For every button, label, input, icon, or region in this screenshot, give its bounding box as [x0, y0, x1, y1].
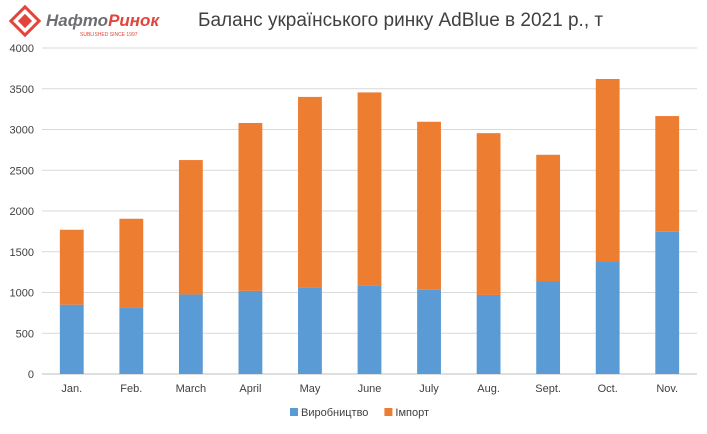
- legend-swatch-import: [384, 408, 393, 416]
- chart-title: Баланс українського ринку AdBlue в 2021 …: [198, 10, 604, 31]
- bar-import: [357, 92, 382, 286]
- y-tick-label: 2500: [10, 165, 34, 177]
- bar-import: [536, 154, 561, 282]
- bar-import: [655, 116, 680, 232]
- bar-production: [357, 285, 382, 374]
- bar-production: [238, 290, 263, 374]
- y-tick-label: 1000: [10, 288, 34, 300]
- bar-production: [655, 231, 680, 374]
- legend-swatch-production: [290, 408, 298, 416]
- bar-import: [59, 229, 84, 305]
- y-tick-label: 1500: [10, 247, 34, 259]
- svg-text:НафтоРинок: НафтоРинок: [46, 11, 160, 30]
- legend: Виробництво Імпорт: [290, 407, 429, 419]
- bar-import: [595, 78, 620, 262]
- bar-import: [298, 96, 322, 288]
- x-tick-label: Feb.: [120, 383, 142, 395]
- legend-label-production: Виробництво: [301, 407, 368, 419]
- bar-import: [476, 133, 501, 295]
- logo-text-left: Нафто: [46, 11, 108, 30]
- x-tick-label: March: [176, 383, 207, 395]
- bars: [59, 78, 680, 374]
- x-tick-label: Oct.: [598, 383, 618, 395]
- y-tick-label: 2000: [10, 206, 34, 218]
- y-axis-ticks: 0 500 1000 1500 2000 2500 3000 3500 4000: [10, 43, 34, 381]
- logo-subtitle: SUBLISHED SINCE 1997: [80, 32, 138, 38]
- nafto-rynok-logo: НафтоРинок SUBLISHED SINCE 1997: [8, 4, 160, 38]
- x-tick-label: Nov.: [656, 383, 678, 395]
- x-tick-label: July: [419, 383, 439, 395]
- y-tick-label: 500: [16, 328, 34, 340]
- legend-label-import: Імпорт: [395, 407, 429, 419]
- bar-production: [536, 281, 561, 374]
- bar-import: [119, 218, 144, 308]
- x-tick-label: June: [358, 383, 382, 395]
- bar-import: [178, 160, 203, 295]
- x-tick-label: May: [300, 383, 321, 395]
- x-tick-label: Jan.: [61, 383, 82, 395]
- y-tick-label: 3500: [10, 84, 34, 96]
- bar-production: [178, 294, 203, 374]
- x-tick-label: Sept.: [535, 383, 561, 395]
- logo-text-right: Ринок: [108, 11, 160, 30]
- x-tick-label: Aug.: [477, 383, 500, 395]
- bar-production: [476, 294, 501, 374]
- y-tick-label: 3000: [10, 125, 34, 137]
- bar-production: [595, 261, 620, 374]
- x-axis-ticks: Jan. Feb. March April May June July Aug. Sept. Oc…: [61, 383, 678, 395]
- bar-import: [238, 122, 263, 291]
- y-tick-label: 4000: [10, 43, 34, 55]
- bar-production: [417, 289, 441, 374]
- bar-production: [298, 287, 322, 374]
- bar-import: [417, 121, 441, 290]
- bar-production: [119, 307, 144, 374]
- x-tick-label: April: [239, 383, 261, 395]
- y-tick-label: 0: [28, 369, 34, 381]
- logo-diamond-icon: [8, 4, 42, 38]
- bar-production: [59, 304, 84, 374]
